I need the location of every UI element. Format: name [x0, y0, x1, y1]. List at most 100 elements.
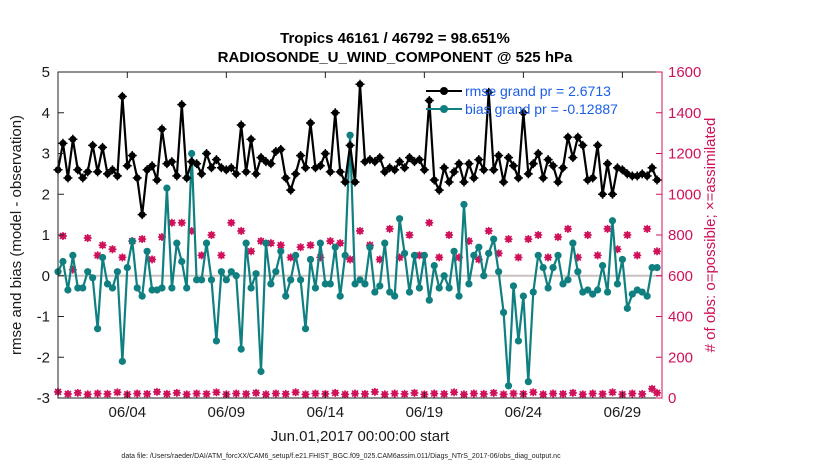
rmse-marker — [484, 87, 494, 97]
rmse-marker — [603, 159, 613, 169]
bias-marker — [405, 288, 414, 296]
rmse-marker — [464, 159, 474, 169]
obs-assimilated-marker — [509, 389, 518, 398]
rmse-marker — [424, 96, 434, 106]
rmse-marker — [251, 169, 261, 179]
rmse-marker — [533, 149, 543, 158]
bias-marker — [549, 264, 557, 272]
bias-marker — [64, 286, 72, 294]
bias-marker — [564, 276, 572, 284]
rmse-marker — [370, 157, 380, 167]
obs-assimilated-marker — [212, 388, 221, 397]
obs-assimilated-marker — [252, 388, 261, 397]
rmse-marker — [296, 151, 306, 161]
obs-possible-marker — [237, 226, 246, 235]
y-tick-label-left: -3 — [37, 390, 50, 407]
obs-assimilated-marker — [133, 389, 142, 398]
bias-marker — [346, 131, 354, 139]
bias-marker — [232, 272, 240, 280]
data-file-footnote: data file: /Users/raeder/DAI/ATM_forcXX/… — [121, 453, 561, 460]
rmse-marker — [607, 189, 617, 199]
y-tick-label-left: 5 — [42, 64, 50, 81]
bias-marker — [341, 251, 349, 259]
bias-marker — [475, 243, 483, 251]
rmse-marker — [390, 165, 400, 175]
rmse-marker — [444, 177, 454, 187]
rmse-marker — [137, 210, 147, 220]
rmse-marker — [78, 173, 88, 183]
obs-possible-marker — [504, 235, 513, 244]
bias-marker — [386, 288, 394, 296]
bias-marker — [84, 268, 92, 276]
rmse-marker — [266, 159, 276, 169]
obs-assimilated-marker — [143, 389, 152, 398]
bias-marker — [98, 253, 107, 262]
rmse-marker — [320, 149, 330, 158]
bias-marker — [277, 247, 285, 255]
rmse-marker — [474, 155, 484, 165]
rmse-marker — [345, 140, 355, 150]
rmse-marker — [246, 134, 256, 144]
chart-title-line1: Tropics 46161 / 46792 = 98.651% — [280, 30, 510, 47]
rmse-marker — [652, 175, 662, 185]
obs-assimilated-marker — [202, 389, 211, 398]
obs-markers-group — [54, 218, 662, 399]
rmse-marker — [543, 155, 553, 165]
obs-assimilated-marker — [281, 389, 290, 398]
obs-assimilated-marker — [549, 389, 558, 398]
rmse-marker — [429, 175, 439, 185]
bias-marker — [197, 276, 206, 284]
bias-marker — [643, 292, 651, 300]
bias-marker — [262, 239, 270, 247]
obs-assimilated-marker — [73, 388, 82, 397]
obs-assimilated-marker — [390, 389, 399, 398]
rmse-marker — [301, 163, 311, 173]
rmse-marker — [206, 163, 216, 173]
bias-marker — [326, 280, 334, 288]
bias-marker — [94, 325, 102, 333]
bias-marker — [143, 247, 151, 255]
bias-marker — [460, 200, 468, 209]
bias-marker — [59, 257, 67, 266]
obs-possible-marker — [385, 224, 394, 233]
rmse-marker — [340, 177, 350, 187]
rmse-marker — [350, 177, 360, 187]
rmse-marker — [231, 169, 241, 179]
obs-possible-marker — [524, 235, 533, 244]
rmse-marker — [330, 108, 340, 118]
bias-marker — [574, 268, 582, 276]
bias-marker — [628, 290, 636, 298]
obs-assimilated-marker — [539, 390, 548, 399]
bias-marker — [247, 284, 255, 292]
rmse-marker — [405, 153, 415, 163]
obs-possible-marker — [583, 231, 592, 239]
bias-marker — [603, 288, 612, 296]
bias-marker — [183, 284, 191, 292]
bias-marker — [559, 280, 567, 288]
bias-marker — [306, 255, 315, 264]
bias-marker — [391, 292, 399, 300]
bias-marker — [301, 325, 310, 333]
obs-possible-marker — [138, 235, 147, 244]
x-tick-label: 06/24 — [505, 404, 543, 421]
rmse-marker — [499, 177, 509, 187]
obs-assimilated-marker — [578, 390, 587, 399]
rmse-marker — [479, 165, 489, 175]
obs-possible-marker — [247, 247, 256, 256]
rmse-marker — [197, 169, 207, 179]
obs-assimilated-marker — [192, 389, 201, 398]
bias-marker — [366, 243, 374, 251]
rmse-marker — [281, 173, 291, 183]
rmse-marker — [449, 167, 459, 177]
y-tick-label-left: 1 — [42, 227, 50, 244]
obs-assimilated-marker — [370, 387, 379, 396]
rmse-marker — [578, 140, 588, 150]
bias-marker — [287, 276, 295, 284]
bias-marker — [499, 308, 508, 317]
obs-assimilated-marker — [568, 388, 577, 397]
rmse-marker — [291, 169, 301, 179]
legend-bias-label: bias grand pr = -0.12887 — [465, 101, 618, 117]
bias-marker — [168, 284, 176, 292]
bias-marker — [321, 280, 329, 288]
rmse-marker — [192, 159, 202, 169]
